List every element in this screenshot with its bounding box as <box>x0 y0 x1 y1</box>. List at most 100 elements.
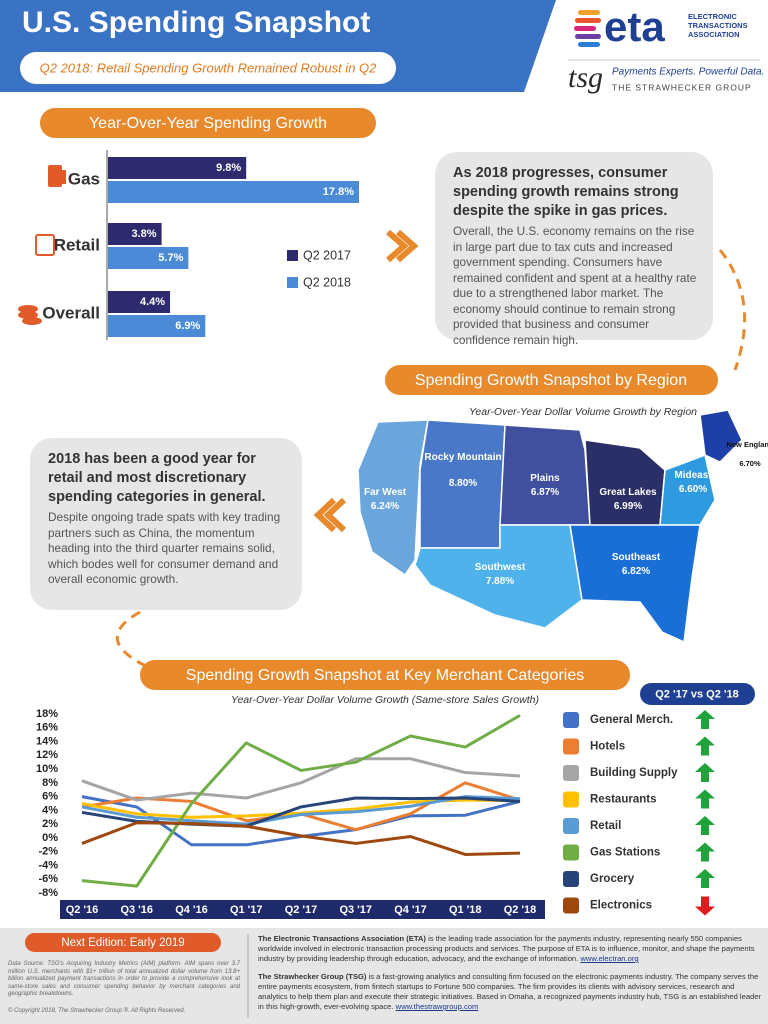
trend-up <box>695 789 715 809</box>
note-body: Overall, the U.S. economy remains on the… <box>453 224 697 347</box>
note-body: Despite ongoing trade spats with key tra… <box>48 510 281 586</box>
eta-lead: The Electronic Transactions Association … <box>258 934 426 943</box>
y-tick-label: 10% <box>36 763 58 775</box>
legend-label: Retail <box>590 820 621 832</box>
us-map <box>357 409 743 644</box>
legend-swatch <box>287 277 298 288</box>
legend-title-pill <box>640 683 755 705</box>
y-tick-label: 18% <box>36 708 58 720</box>
legend-label: Gas Stations <box>590 847 660 859</box>
page-title: U.S. Spending Snapshot <box>22 6 370 39</box>
x-tick-label: Q1 '18 <box>449 904 482 916</box>
bar <box>108 181 359 203</box>
trend-up <box>695 710 715 729</box>
region-name: Plains <box>530 473 560 484</box>
region-name: Mideast <box>674 470 712 481</box>
x-tick-label: Q3 '16 <box>120 904 153 916</box>
region-value: 6.82% <box>621 566 651 577</box>
region-value: 6.99% <box>613 501 643 512</box>
legend-label: Restaurants <box>590 794 656 806</box>
eta-logo <box>574 10 601 47</box>
series-line <box>81 757 521 802</box>
region-name: Rocky Mountain <box>424 452 502 463</box>
section-title: Year-Over-Year Spending Growth <box>89 115 327 132</box>
eta-wordmark: eta <box>604 3 665 50</box>
map-subtitle: Year-Over-Year Dollar Volume Growth by R… <box>469 406 697 418</box>
legend-swatch <box>287 250 298 261</box>
eta-name: ELECTRONIC TRANSACTIONS ASSOCIATION <box>688 12 748 39</box>
trend-up <box>695 842 715 862</box>
region-value: 7.88% <box>485 576 515 587</box>
trend-up <box>695 816 715 835</box>
region-value: 6.24% <box>370 501 400 512</box>
tsg-tagline: Payments Experts. Powerful Data. <box>612 67 764 78</box>
trend-up <box>695 736 715 756</box>
section-pill <box>40 108 376 138</box>
region-value: 6.70% <box>739 459 761 468</box>
trend-up <box>695 763 715 782</box>
x-tick-label: Q2 '16 <box>66 904 99 916</box>
y-tick-label: -6% <box>38 873 58 885</box>
tsg-wordmark: tsg <box>568 61 603 94</box>
y-tick-label: 8% <box>42 777 58 789</box>
y-tick-label: 2% <box>42 818 58 830</box>
tsg-link[interactable]: www.thestrawgroup.com <box>395 1002 479 1011</box>
region <box>659 453 716 526</box>
x-tick-label: Q1 '17 <box>230 904 263 916</box>
region-value: 6.60% <box>678 484 708 495</box>
y-tick-label: 16% <box>36 722 58 734</box>
trend-up <box>695 869 715 888</box>
region-name: Southeast <box>611 552 661 563</box>
y-tick-label: 14% <box>36 735 58 747</box>
note-card: As 2018 progresses, consumer spending gr… <box>435 152 713 347</box>
legend-icon <box>563 844 579 861</box>
y-tick-label: -4% <box>38 859 58 871</box>
bar <box>108 223 162 245</box>
x-tick-label: Q3 '17 <box>339 904 372 916</box>
region <box>569 524 701 644</box>
section-title: Spending Growth Snapshot by Region <box>415 372 687 389</box>
region-name: Great Lakes <box>599 487 657 498</box>
subtitle-pill <box>20 52 396 84</box>
legend-label: Electronics <box>590 900 652 912</box>
tsg-lead: The Strawhecker Group (TSG) <box>258 972 367 981</box>
y-tick-label: 4% <box>42 804 58 816</box>
y-tick-label: 12% <box>36 749 58 761</box>
legend-icon <box>563 738 579 755</box>
category-icons <box>18 165 66 325</box>
section-pill <box>140 660 630 690</box>
region-value: 8.80% <box>448 478 478 489</box>
tsg-about: The Strawhecker Group (TSG) is a fast-gr… <box>258 972 762 1012</box>
bar-value-label: 3.8% <box>132 228 157 240</box>
note-card: 2018 has been a good year for retail and… <box>30 438 302 610</box>
region-value: 6.87% <box>530 487 560 498</box>
bar <box>108 291 171 313</box>
legend-icon <box>563 712 579 728</box>
bar <box>108 315 206 337</box>
y-tick-label: 0% <box>42 832 58 844</box>
series-line <box>81 795 521 826</box>
legend-label: Building Supply <box>590 767 678 779</box>
region-name: Southwest <box>474 562 526 573</box>
y-tick-label: -8% <box>38 887 58 899</box>
connector <box>115 610 151 670</box>
legend-icon <box>563 791 579 808</box>
legend-label: Hotels <box>590 741 625 753</box>
legend-label: General Merch. <box>590 714 673 726</box>
legend-label: Grocery <box>590 873 635 885</box>
note-heading: As 2018 progresses, consumer spending gr… <box>453 165 679 219</box>
region <box>699 409 743 463</box>
region-name: New England <box>726 440 768 449</box>
bar-value-label: 17.8% <box>323 186 354 198</box>
x-tick-label: Q4 '17 <box>394 904 427 916</box>
x-tick-label: Q2 '18 <box>504 904 537 916</box>
eta-link[interactable]: www.electran.org <box>580 954 639 963</box>
category-label: Retail <box>54 235 100 254</box>
next-edition-pill <box>25 933 221 952</box>
legend-icon <box>563 897 579 914</box>
tsg-text: is a fast-growing analytics and consulti… <box>258 972 762 1011</box>
bar <box>108 247 189 269</box>
bar-value-label: 6.9% <box>175 320 200 332</box>
chevron <box>313 497 347 533</box>
connector <box>718 249 747 371</box>
